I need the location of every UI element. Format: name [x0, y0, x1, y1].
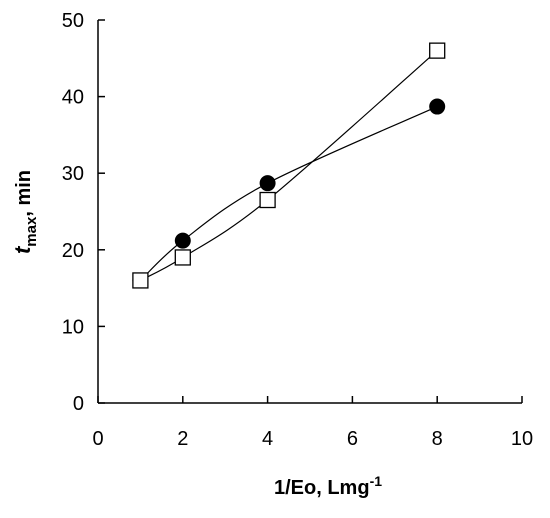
series-1-point-0 — [132, 272, 149, 289]
x-tick-label-5: 10 — [511, 428, 533, 450]
series-0-line — [139, 106, 438, 281]
y-tick-label-1: 10 — [62, 316, 84, 338]
x-ticks: 0 2 4 6 8 10 — [92, 396, 533, 450]
series-lines — [139, 50, 438, 281]
y-tick-label-0: 0 — [73, 393, 84, 415]
x-tick-label-4: 8 — [432, 428, 443, 450]
series-0-point-3 — [429, 98, 446, 115]
series-0-point-2 — [259, 175, 276, 192]
y-axis-title-sub: max — [23, 216, 40, 247]
y-ticks: 0 10 20 30 40 50 — [62, 10, 105, 415]
y-tick-label-3: 30 — [62, 163, 84, 185]
series-1-point-3 — [429, 42, 446, 59]
x-tick-label-3: 6 — [347, 428, 358, 450]
y-tick-label-4: 40 — [62, 87, 84, 109]
x-axis-title-main: 1/Eo, Lmg — [274, 477, 370, 499]
x-tick-label-2: 4 — [262, 428, 273, 450]
x-axis-title: 1/Eo, Lmg-1 — [274, 473, 382, 499]
series-1-point-1 — [174, 249, 191, 266]
y-tick-label-2: 20 — [62, 240, 84, 262]
y-axis-title: tmax, min — [10, 170, 40, 254]
series-1-line — [140, 50, 438, 281]
x-tick-label-0: 0 — [92, 428, 103, 450]
y-axis-title-main: t — [10, 245, 35, 254]
series-0-point-1 — [174, 232, 191, 249]
y-axis-title-rest: , min — [13, 170, 35, 217]
plot-area: 0 2 4 6 8 10 0 10 20 30 40 50 — [62, 10, 533, 450]
x-tick-label-1: 2 — [177, 428, 188, 450]
y-tick-label-5: 50 — [62, 10, 84, 32]
x-axis-title-sup: -1 — [370, 473, 383, 489]
series-1-point-2 — [259, 191, 276, 209]
series-markers — [132, 42, 446, 289]
